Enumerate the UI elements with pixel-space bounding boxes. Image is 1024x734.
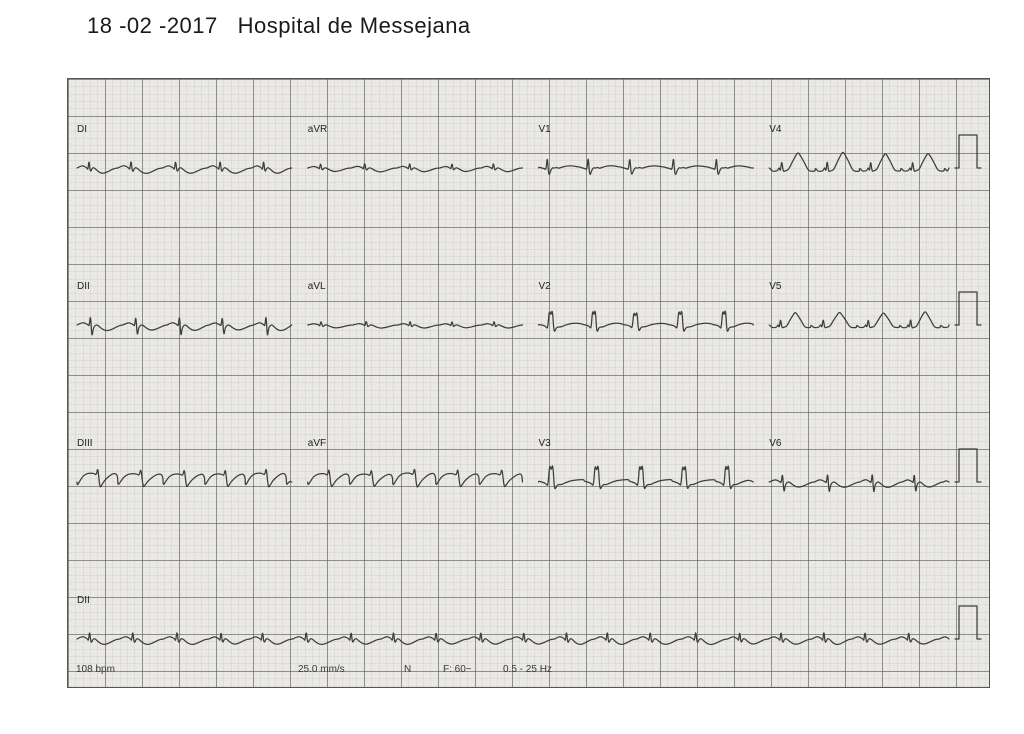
svg-text:DI: DI: [77, 124, 87, 135]
svg-text:V2: V2: [539, 281, 552, 292]
svg-text:aVL: aVL: [308, 281, 326, 292]
svg-text:V1: V1: [539, 124, 552, 135]
svg-text:DII: DII: [77, 595, 90, 606]
svg-text:V4: V4: [769, 124, 782, 135]
svg-text:DII: DII: [77, 281, 90, 292]
svg-text:aVR: aVR: [308, 124, 327, 135]
svg-text:DIII: DIII: [77, 438, 93, 449]
svg-text:V6: V6: [769, 438, 782, 449]
svg-text:V3: V3: [539, 438, 552, 449]
svg-text:V5: V5: [769, 281, 782, 292]
svg-text:aVF: aVF: [308, 438, 326, 449]
